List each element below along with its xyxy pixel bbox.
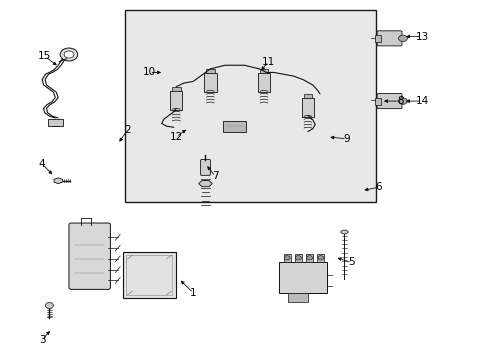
Text: 7: 7 [211, 171, 218, 181]
Text: 5: 5 [348, 257, 354, 267]
Bar [222, 121, 245, 132]
Bar [126, 255, 172, 296]
Bar [303, 94, 312, 98]
Polygon shape [45, 303, 54, 308]
Bar [171, 87, 180, 90]
Circle shape [398, 35, 407, 41]
Text: 6: 6 [374, 182, 381, 192]
Text: 13: 13 [415, 32, 428, 41]
Circle shape [306, 256, 312, 260]
Text: 14: 14 [415, 96, 428, 106]
Text: 3: 3 [39, 334, 45, 345]
Polygon shape [340, 230, 347, 234]
Text: 12: 12 [169, 132, 183, 142]
Text: 8: 8 [396, 96, 403, 106]
Text: 9: 9 [343, 134, 349, 144]
Bar [259, 69, 268, 73]
Text: 10: 10 [142, 67, 156, 77]
Text: 15: 15 [38, 51, 51, 61]
Bar [48, 119, 63, 126]
Circle shape [284, 256, 289, 260]
Bar [288, 293, 307, 302]
Text: 1: 1 [190, 288, 196, 298]
FancyBboxPatch shape [200, 159, 210, 175]
Circle shape [64, 51, 74, 58]
Bar [122, 252, 176, 298]
Bar [125, 10, 375, 202]
Circle shape [317, 256, 323, 260]
Circle shape [398, 98, 407, 104]
Text: 4: 4 [39, 159, 45, 169]
Bar [317, 253, 324, 262]
Polygon shape [198, 180, 212, 187]
Bar [170, 90, 182, 110]
Bar [294, 253, 302, 262]
Bar [204, 73, 216, 92]
Bar [374, 35, 380, 42]
Bar [283, 253, 290, 262]
Bar [301, 98, 313, 117]
Text: 11: 11 [262, 57, 275, 67]
Polygon shape [54, 178, 62, 184]
Bar [278, 262, 327, 293]
FancyBboxPatch shape [376, 94, 401, 109]
Bar [374, 98, 380, 105]
Circle shape [295, 256, 301, 260]
Bar [205, 69, 214, 73]
FancyBboxPatch shape [376, 31, 401, 46]
Bar [257, 73, 269, 92]
Bar [305, 253, 313, 262]
FancyBboxPatch shape [69, 223, 110, 289]
Text: 2: 2 [124, 125, 130, 135]
Circle shape [60, 48, 78, 61]
